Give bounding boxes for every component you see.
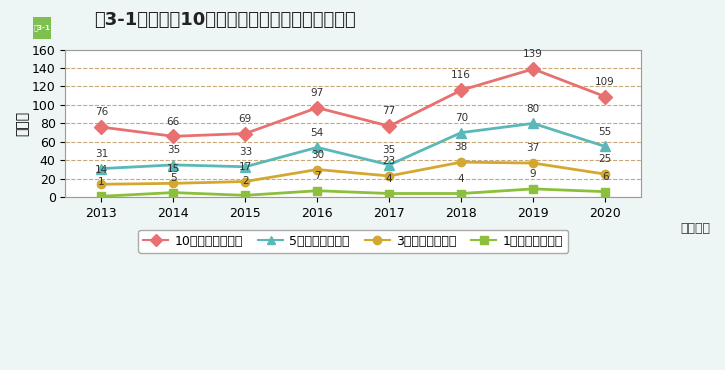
Text: 33: 33	[239, 147, 252, 157]
Text: 69: 69	[239, 114, 252, 124]
Text: 54: 54	[310, 128, 324, 138]
Text: 55: 55	[599, 127, 612, 137]
Text: 116: 116	[451, 70, 471, 80]
10年未満退職者数	[385, 124, 394, 128]
3年未満退職者数	[313, 167, 322, 172]
Text: 4: 4	[386, 174, 392, 184]
Text: 17: 17	[239, 162, 252, 172]
Text: （年度）: （年度）	[680, 222, 710, 235]
Text: 15: 15	[167, 164, 180, 174]
3年未満退職者数	[241, 179, 249, 184]
Y-axis label: （人）: （人）	[15, 111, 29, 136]
5年未満退職者数	[457, 130, 465, 135]
10年未満退職者数	[457, 88, 465, 92]
Text: 76: 76	[95, 107, 108, 117]
1年未満退職者数	[385, 191, 394, 196]
Text: 25: 25	[599, 154, 612, 164]
1年未満退職者数	[529, 187, 537, 191]
Text: 2: 2	[242, 176, 249, 186]
Text: 80: 80	[526, 104, 539, 114]
5年未満退職者数	[385, 163, 394, 167]
Line: 5年未満退職者数: 5年未満退職者数	[96, 118, 610, 174]
1年未満退職者数	[97, 194, 106, 198]
Text: 66: 66	[167, 117, 180, 127]
1年未満退職者数	[169, 190, 178, 195]
Line: 1年未満退職者数: 1年未満退職者数	[97, 185, 609, 201]
Text: 6: 6	[602, 172, 608, 182]
Text: 図3-1　採用後10年未満の在職年数別の退職者数: 図3-1 採用後10年未満の在職年数別の退職者数	[94, 11, 356, 29]
Text: 図3-1: 図3-1	[33, 24, 50, 31]
5年未満退職者数	[169, 163, 178, 167]
Line: 10年未満退職者数: 10年未満退職者数	[96, 64, 610, 141]
Text: 38: 38	[455, 142, 468, 152]
Text: 5: 5	[170, 173, 177, 183]
3年未満退職者数	[169, 181, 178, 186]
FancyBboxPatch shape	[32, 16, 51, 40]
3年未満退職者数	[601, 172, 610, 176]
1年未満退職者数	[601, 189, 610, 194]
10年未満退職者数	[241, 131, 249, 136]
3年未満退職者数	[529, 161, 537, 165]
Text: 139: 139	[523, 49, 543, 59]
5年未満退職者数	[97, 166, 106, 171]
5年未満退職者数	[601, 144, 610, 149]
1年未満退職者数	[241, 193, 249, 198]
10年未満退職者数	[601, 94, 610, 99]
Text: 1: 1	[98, 176, 104, 186]
Text: 97: 97	[310, 88, 324, 98]
Text: 70: 70	[455, 113, 468, 123]
Text: 35: 35	[167, 145, 180, 155]
Text: 23: 23	[383, 156, 396, 166]
10年未満退職者数	[169, 134, 178, 138]
Legend: 10年未満退職者数, 5年未満退職者数, 3年未満退職者数, 1年未満退職者数: 10年未満退職者数, 5年未満退職者数, 3年未満退職者数, 1年未満退職者数	[138, 230, 568, 253]
Text: 109: 109	[595, 77, 615, 87]
10年未満退職者数	[529, 67, 537, 71]
Text: 4: 4	[458, 174, 465, 184]
5年未満退職者数	[313, 145, 322, 149]
Text: 30: 30	[311, 150, 324, 160]
1年未満退職者数	[313, 188, 322, 193]
3年未満退職者数	[97, 182, 106, 186]
10年未満退職者数	[97, 125, 106, 129]
Text: 9: 9	[530, 169, 536, 179]
Text: 31: 31	[95, 149, 108, 159]
10年未満退職者数	[313, 105, 322, 110]
Text: 77: 77	[383, 107, 396, 117]
Line: 3年未満退職者数: 3年未満退職者数	[97, 158, 609, 188]
1年未満退職者数	[457, 191, 465, 196]
3年未満退職者数	[385, 174, 394, 178]
Text: 37: 37	[526, 143, 540, 153]
5年未満退職者数	[529, 121, 537, 126]
Text: 35: 35	[383, 145, 396, 155]
3年未満退職者数	[457, 160, 465, 164]
5年未満退職者数	[241, 165, 249, 169]
Text: 7: 7	[314, 171, 320, 181]
Text: 14: 14	[95, 165, 108, 175]
